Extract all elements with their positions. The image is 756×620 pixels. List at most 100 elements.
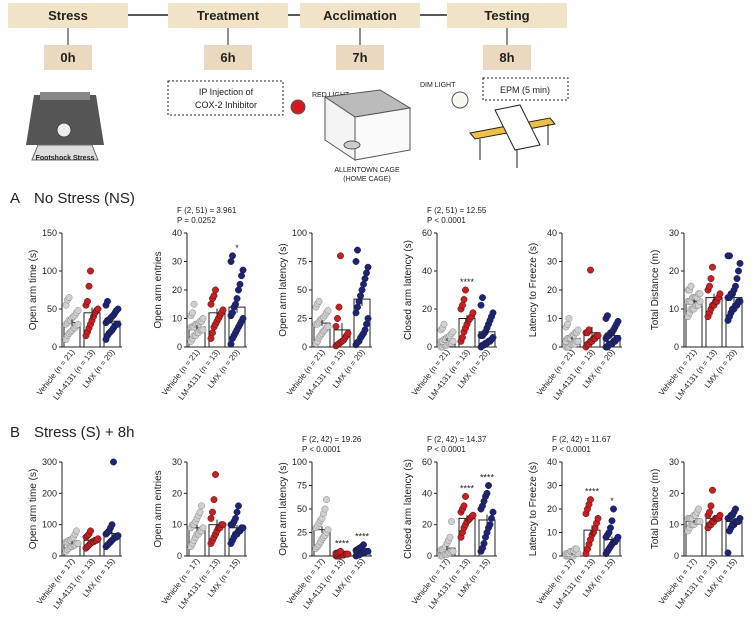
row-letter: B [10,424,20,441]
stage-label: Testing [484,8,529,23]
injection-label: IP Injection of [199,87,254,97]
data-point [594,332,602,340]
y-axis-label: Open arm time (s) [28,469,39,550]
data-point [706,508,713,516]
data-point [344,550,352,558]
data-point [489,309,497,317]
injection-box [167,80,284,116]
y-tick-label: 40 [172,228,182,238]
y-tick-label: 25 [297,528,307,538]
stage-label: Acclimation [323,8,397,23]
data-point [469,511,477,519]
data-point [361,326,369,334]
data-point [74,320,82,328]
data-point [608,517,616,525]
shock-chamber-icon [26,92,104,161]
y-axis-label: Latency to Freeze (s) [528,462,539,556]
data-point [209,508,216,516]
cage-label: ALLENTOWN CAGE [334,167,400,174]
data-point [479,294,486,302]
data-point [360,541,367,549]
data-point [84,297,91,305]
data-point [209,329,216,337]
data-point [706,282,713,290]
data-point [614,533,622,541]
data-point [74,540,82,547]
y-tick-label: 0 [674,551,679,561]
y-axis-label: Open arm latency (s) [278,462,289,555]
data-point [110,458,117,466]
y-tick-label: 20 [669,266,679,276]
data-point [726,252,733,260]
data-point [94,535,102,543]
data-point [235,286,242,294]
stats-label: F (2, 51) = 3.961 [177,206,237,215]
data-point [229,252,236,260]
data-point [460,296,468,303]
y-tick-label: 10 [547,528,557,538]
stage-box [8,3,128,28]
stats-label: P < 0.0001 [302,445,341,454]
data-point [565,315,573,322]
y-axis-label: Closed arm latency (s) [403,459,414,559]
stats-label: F (2, 51) = 12.55 [427,206,487,215]
data-point [239,524,247,532]
stats-label: P < 0.0001 [552,445,591,454]
data-point [716,290,724,298]
data-point [361,275,369,283]
data-point [196,508,204,516]
data-point [587,266,594,274]
data-point [236,280,244,288]
data-point [483,489,491,497]
y-tick-label: 10 [172,314,182,324]
y-tick-label: 30 [172,457,182,467]
data-point [604,312,611,320]
data-point [235,502,242,510]
significance: * [610,496,614,506]
data-point [696,290,704,298]
data-point [210,496,218,504]
y-tick-label: 0 [302,342,307,352]
y-tick-label: 20 [547,504,557,514]
data-point [480,540,488,547]
y-tick-label: 30 [669,228,679,238]
data-point [219,521,227,529]
y-tick-label: 20 [172,285,182,295]
time-label: 7h [352,50,367,65]
data-point [199,524,207,532]
y-tick-label: 10 [547,314,557,324]
row-title: Stress (S) + 8h [34,424,134,441]
data-point [462,493,469,500]
y-tick-label: 100 [292,228,307,238]
data-point [104,297,111,305]
significance: **** [460,483,475,493]
dim-light-icon [451,91,469,109]
data-point [446,533,454,541]
data-point [449,547,457,555]
data-point [210,292,218,300]
y-tick-label: 30 [172,257,182,267]
y-tick-label: 20 [422,520,432,530]
significance: **** [335,538,350,548]
data-point [207,300,215,308]
data-point [74,307,82,314]
data-point [707,502,715,510]
data-point [610,505,617,513]
stats-label: F (2, 42) = 19.26 [302,435,362,444]
y-tick-label: 25 [297,314,307,324]
data-point [707,275,715,283]
y-axis-label: Closed arm latency (s) [403,240,414,340]
data-point [199,326,207,334]
injection-label: COX-2 Inhibitor [195,100,257,110]
y-tick-label: 100 [42,520,57,530]
y-tick-label: 30 [547,481,557,491]
epm-box [482,77,569,101]
data-point [73,527,80,535]
time-box [483,45,531,70]
stats-label: P < 0.0001 [427,445,466,454]
data-point [489,508,497,516]
data-point [736,297,744,305]
row-title: No Stress (NS) [34,190,135,207]
stage-label: Stress [48,8,88,23]
significance: * [235,243,239,253]
